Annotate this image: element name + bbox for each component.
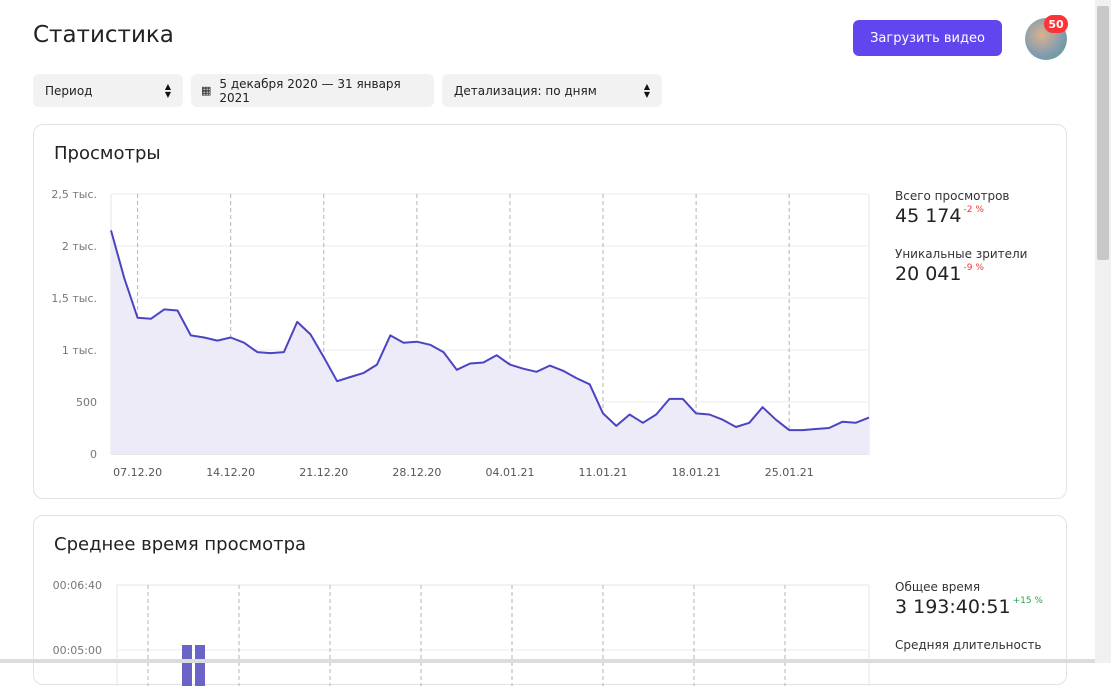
statistics-page: Статистика Загрузить видео 50 Период ▲ ▼ …	[0, 15, 1095, 686]
vertical-scrollbar[interactable]	[1095, 0, 1111, 663]
total-time-label: Общее время	[895, 580, 981, 594]
views-chart: 0 500 1 тыс. 1,5 тыс. 2 тыс. 2,5 тыс. 07.12.20…	[51, 188, 870, 479]
x-tick-label: 21.12.20	[299, 466, 348, 479]
unique-viewers-label: Уникальные зрители	[895, 247, 1028, 261]
notification-badge: 50	[1044, 15, 1068, 33]
watchtime-bar	[182, 645, 192, 686]
detail-select[interactable]: Детализация: по дням ▲ ▼	[442, 74, 662, 107]
x-tick-label: 04.01.21	[485, 466, 534, 479]
sort-arrows-icon: ▲ ▼	[643, 82, 650, 99]
sort-arrows-icon: ▲ ▼	[164, 82, 171, 99]
y-tick-label: 500	[76, 396, 97, 409]
total-time-value: 3 193:40:51 +15 %	[895, 596, 1043, 618]
watchtime-card-title: Среднее время просмотра	[54, 534, 307, 555]
views-card: Просмотры 0 500 1 тыс. 1,5 тыс. 2 тыс. 2,5 ты…	[33, 124, 1067, 499]
date-range-label: 5 декабря 2020 — 31 января 2021	[219, 76, 401, 105]
y-tick-label: 00:05:00	[53, 644, 102, 657]
period-select-label: Период	[45, 83, 93, 98]
scrollbar-thumb[interactable]	[1097, 6, 1109, 260]
views-series-line	[110, 230, 870, 432]
calendar-icon: ▦	[201, 84, 212, 97]
y-tick-label: 1 тыс.	[62, 344, 97, 357]
watchtime-bar	[195, 645, 205, 686]
y-tick-label: 2 тыс.	[62, 240, 97, 253]
unique-viewers-delta: -9 %	[963, 263, 984, 273]
views-series-area	[111, 230, 869, 454]
x-tick-label: 14.12.20	[206, 466, 255, 479]
date-range-picker[interactable]: ▦ 5 декабря 2020 — 31 января 2021	[191, 74, 434, 107]
total-time-delta: +15 %	[1012, 596, 1043, 606]
avg-duration-label: Средняя длительность	[895, 638, 1042, 652]
unique-viewers-number: 20 041	[895, 263, 962, 285]
x-tick-label: 18.01.21	[672, 466, 721, 479]
x-tick-label: 28.12.20	[392, 466, 441, 479]
watchtime-card: Среднее время просмотра 00:06:40 00:05:00…	[33, 515, 1067, 686]
x-tick-label: 25.01.21	[765, 466, 814, 479]
period-select[interactable]: Период ▲ ▼	[33, 74, 183, 107]
y-tick-label: 00:06:40	[53, 579, 102, 592]
detail-select-label: Детализация: по дням	[454, 83, 597, 98]
y-tick-label: 1,5 тыс.	[51, 292, 97, 305]
x-tick-label: 07.12.20	[113, 466, 162, 479]
page-title: Статистика	[33, 22, 174, 48]
y-tick-label: 2,5 тыс.	[51, 188, 97, 201]
y-tick-label: 0	[90, 448, 97, 461]
total-views-value: 45 174 -2 %	[895, 205, 984, 227]
x-tick-label: 11.01.21	[579, 466, 628, 479]
total-views-number: 45 174	[895, 205, 962, 227]
total-views-delta: -2 %	[963, 205, 984, 215]
views-card-title: Просмотры	[54, 143, 161, 164]
unique-viewers-value: 20 041 -9 %	[895, 263, 984, 285]
horizontal-scrollbar[interactable]	[0, 659, 1095, 663]
upload-video-button[interactable]: Загрузить видео	[853, 20, 1002, 56]
total-time-number: 3 193:40:51	[895, 596, 1011, 618]
total-views-label: Всего просмотров	[895, 189, 1010, 203]
